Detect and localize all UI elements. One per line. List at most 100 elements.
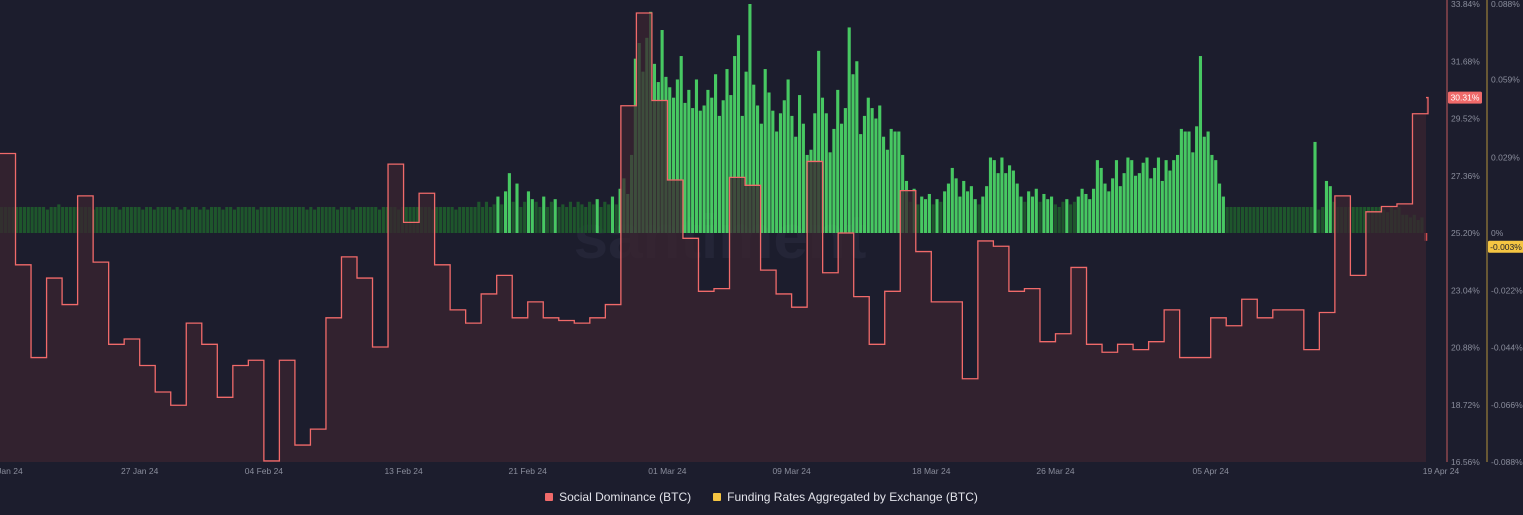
funding-bar [1122,173,1126,233]
funding-bar [519,206,523,233]
funding-bar [236,206,240,233]
y-left-tick-label: 29.52% [1451,114,1480,124]
funding-bar [156,206,160,233]
funding-bar [183,206,187,233]
funding-bar [962,180,966,233]
x-tick-label: 18 Mar 24 [912,466,951,476]
funding-bar [1164,160,1168,233]
y-right-tick-label: -0.044% [1491,343,1523,353]
funding-bar [213,206,217,233]
funding-bar [572,206,576,233]
funding-bar [973,199,977,233]
funding-bar [72,206,76,233]
funding-bar [1179,128,1183,233]
funding-bar [309,206,313,233]
funding-bar [568,201,573,233]
funding-bar [1279,206,1283,233]
funding-bar [507,173,511,233]
funding-bar [1275,206,1279,233]
funding-bar [1248,206,1252,233]
y-right-tick-label: -0.088% [1491,457,1523,467]
funding-bar [171,209,175,233]
funding-bar [366,206,370,233]
funding-bar [1252,206,1256,233]
funding-bar [721,100,725,233]
funding-bar [1351,206,1355,233]
funding-bar [164,206,168,233]
funding-bar [752,84,756,233]
chart-svg[interactable]: santiment 33.84%31.68%29.52%27.36%25.20%… [0,0,1523,485]
funding-bar [733,56,737,233]
funding-bar [786,79,790,233]
funding-bar [1069,204,1073,234]
funding-bar [198,209,202,233]
funding-bar [893,131,897,233]
funding-bar [126,206,130,233]
funding-bar [122,206,126,233]
funding-bar [294,206,298,233]
funding-bar [939,201,943,233]
funding-bar [1191,152,1195,233]
funding-bar [1015,183,1019,233]
funding-bar [255,209,259,233]
funding-bar [1305,206,1309,233]
funding-bar [1126,157,1130,233]
funding-bar [1107,191,1111,233]
funding-bar [274,206,279,233]
funding-bar [778,113,783,233]
funding-bar [1030,196,1035,233]
funding-bar [1298,206,1302,233]
funding-bar [1244,206,1248,233]
funding-bar [381,206,385,233]
funding-bar [1168,170,1172,233]
funding-bar [862,115,867,233]
funding-bar [64,206,69,233]
funding-bar [1225,206,1229,233]
funding-bar [618,188,622,233]
funding-bar [1328,186,1332,233]
social-dominance-last-value: 30.31% [1451,93,1480,103]
funding-bar [469,206,473,233]
legend-item-funding-rates[interactable]: Funding Rates Aggregated by Exchange (BT… [713,490,978,504]
funding-bar [1053,204,1057,234]
funding-bar [458,206,462,233]
funding-bar [1027,191,1031,233]
funding-bar [542,196,546,233]
funding-bar [244,206,248,233]
funding-bar [103,206,107,233]
funding-bar [454,209,458,233]
funding-bar [305,209,309,233]
funding-bar [42,206,46,233]
x-tick-label: 05 Apr 24 [1193,466,1230,476]
funding-bar [179,209,183,233]
funding-bar [1137,173,1141,233]
funding-bar [694,79,699,233]
funding-bar [714,74,718,233]
funding-bar [549,201,553,233]
axes-group: 33.84% 31.68% 29.52% 27.36% 25.20% 23.04% 20.8… [0,0,1523,476]
funding-bar [691,108,695,233]
funding-bar [782,100,786,233]
funding-bar [1160,180,1164,233]
funding-bar [313,209,317,233]
funding-bar [1130,160,1134,233]
funding-bar [320,206,324,233]
funding-bar [870,108,874,233]
funding-bar [229,206,233,233]
legend-item-social-dominance[interactable]: Social Dominance (BTC) [545,490,691,504]
funding-bar [1057,206,1061,233]
funding-bar [534,201,538,233]
x-tick-label: 13 Feb 24 [384,466,423,476]
funding-bar [358,206,363,233]
funding-bar [759,123,763,233]
funding-bar [1229,206,1233,233]
funding-bar [897,131,901,233]
y-left-tick-label: 16.56% [1451,457,1480,467]
y-left-tick-label: 27.36% [1451,171,1480,181]
funding-bar [22,206,27,233]
funding-bar [1271,206,1275,233]
funding-bar [882,136,886,233]
funding-bar [767,92,771,233]
funding-bar [878,105,882,233]
